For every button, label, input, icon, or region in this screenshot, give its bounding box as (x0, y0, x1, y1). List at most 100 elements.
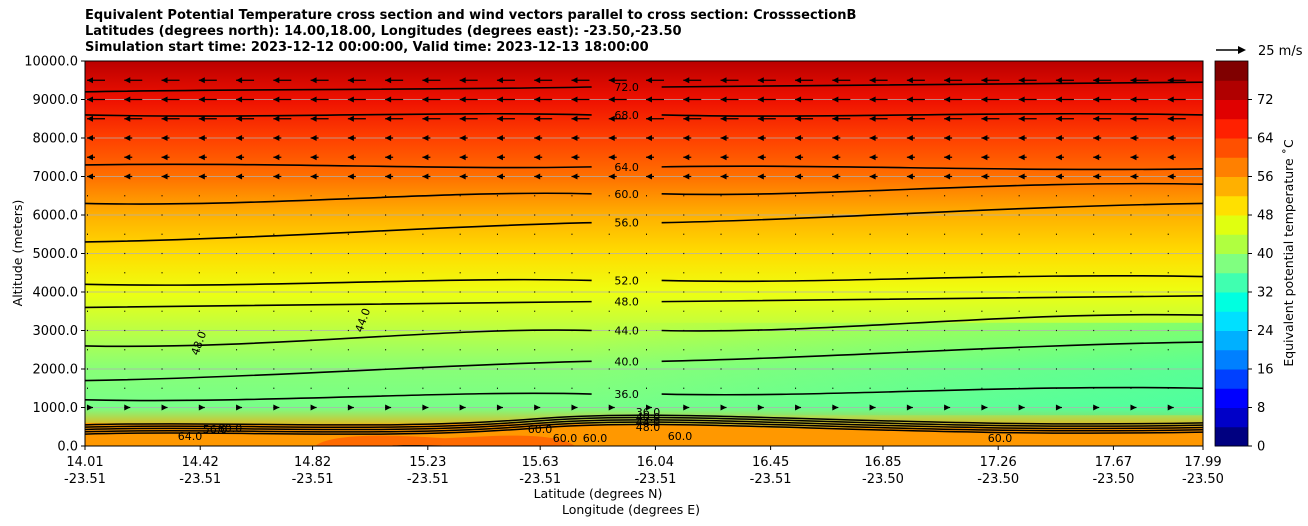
wind-vector-head (198, 77, 205, 84)
wind-vector-head (832, 173, 839, 180)
xtick-lon-1: -23.51 (179, 472, 221, 487)
wind-vector-head (832, 115, 839, 122)
wind-vector-head (1167, 173, 1174, 180)
contour-56.0 (84, 202, 1204, 243)
wind-vector-head (906, 404, 913, 411)
wind-vector-head (534, 115, 541, 122)
wind-vector-head (496, 115, 503, 122)
wind-vector-head (385, 96, 392, 103)
colorbar-band (1215, 234, 1248, 245)
surface-contour-1 (84, 416, 1204, 429)
wind-vector-head (795, 173, 802, 180)
wind-vector-head (608, 154, 615, 161)
wind-vector-head (459, 77, 466, 84)
wind-vector-head (869, 154, 876, 161)
wind-vector-head (459, 115, 466, 122)
colorbar-band (1215, 426, 1248, 437)
x-axis-label-lon: Longitude (degrees E) (562, 502, 700, 517)
surface-contour-3 (84, 421, 1204, 433)
surface-label-1: 56.0 (203, 423, 228, 436)
wind-vector-head (1130, 96, 1137, 103)
wind-vector-head (869, 96, 876, 103)
wind-vector-head (1167, 115, 1174, 122)
wind-vector-head (906, 115, 913, 122)
wind-vector-head (310, 77, 317, 84)
wind-vector-head (944, 404, 951, 411)
wind-vector-head (236, 404, 243, 411)
wind-vector-head (795, 96, 802, 103)
ytick-label-1: 1000.0 (33, 401, 79, 416)
wind-vector-head (87, 404, 93, 411)
wind-vector-head (571, 96, 578, 103)
wind-vector-head (87, 135, 93, 141)
xtick-lon-5: -23.51 (634, 472, 676, 487)
wind-vector-head (496, 135, 503, 141)
wind-vector-head (683, 77, 690, 84)
wind-vector-head (161, 96, 168, 103)
colorbar-band (1215, 80, 1248, 91)
wind-vector-head (496, 96, 503, 103)
colorbar-band (1215, 70, 1248, 81)
wind-vector-head (1167, 404, 1174, 411)
colorbar-tick-5: 40 (1257, 247, 1274, 262)
colorbar-band (1215, 263, 1248, 274)
wind-vector-head (1167, 154, 1174, 161)
wind-vector-head (347, 404, 354, 411)
wind-vector-head (273, 77, 280, 84)
colorbar-band (1215, 186, 1248, 197)
ytick-label-3: 3000.0 (33, 324, 79, 339)
ytick-label-5: 5000.0 (33, 247, 79, 262)
wind-vector-head (646, 77, 652, 84)
wind-vector-head (124, 154, 131, 161)
colorbar-label: Equivalent potential temperature ˚C (1281, 139, 1296, 367)
wind-vector-head (571, 154, 578, 161)
wind-vector-head (422, 173, 429, 180)
wind-vector-head (161, 173, 168, 180)
contour-48.0 (84, 295, 1204, 309)
wind-vector-head (571, 404, 578, 411)
contour-68.0 (84, 112, 1204, 117)
wind-vector-head (832, 154, 839, 161)
colorbar-band (1215, 147, 1248, 158)
ytick-label-6: 6000.0 (33, 209, 79, 224)
contour-label-1: 68.0 (614, 109, 639, 122)
colorbar-band (1215, 215, 1248, 226)
wind-vector-head (124, 77, 131, 84)
wind-vector-head (273, 173, 280, 180)
colorbar: 0 8 16 24 32 40 48 56 64 72 Equivalent potential t… (1214, 60, 1296, 455)
colorbar-tick-7: 56 (1257, 170, 1274, 185)
wind-vector-head (720, 154, 727, 161)
wind-vector-head (981, 135, 988, 141)
colorbar-tick-1: 8 (1257, 401, 1265, 416)
xtick-lon-8: -23.50 (977, 472, 1019, 487)
contour-40.0 (84, 341, 1204, 382)
wind-vector-head (608, 173, 615, 180)
x-axis-label-lat: Latitude (degrees N) (534, 486, 663, 501)
axes-text: 0.0 1000.0 2000.0 3000.0 4000.0 5000.0 6000.0 7… (10, 44, 1303, 517)
colorbar-band (1215, 397, 1248, 408)
wind-vector-head (422, 115, 429, 122)
wind-vector-head (720, 96, 727, 103)
surface-label-0: 64.0 (178, 430, 203, 443)
wind-vector-head (385, 135, 392, 141)
wind-vector-head (720, 404, 727, 411)
wind-vector-head (981, 154, 988, 161)
contour-60.0 (84, 182, 1204, 205)
wind-vector-head (124, 135, 131, 141)
colorbar-band (1215, 359, 1248, 370)
wind-vector-head (87, 173, 93, 180)
wind-vector-head (422, 154, 429, 161)
wind-vector-head (1130, 135, 1137, 141)
colorbar-band (1215, 99, 1248, 110)
wind-vector-head (832, 77, 839, 84)
contour-label-7: 44.0 (614, 325, 639, 338)
wind-vector-head (459, 154, 466, 161)
wind-vectors (87, 77, 1186, 411)
contour-44.0 (84, 313, 1204, 348)
wind-vector-head (161, 135, 168, 141)
wind-vector-head (310, 115, 317, 122)
wind-vector-head (646, 404, 652, 411)
colorbar-tick-9: 72 (1257, 93, 1274, 108)
contour-label-8: 40.0 (614, 355, 639, 368)
